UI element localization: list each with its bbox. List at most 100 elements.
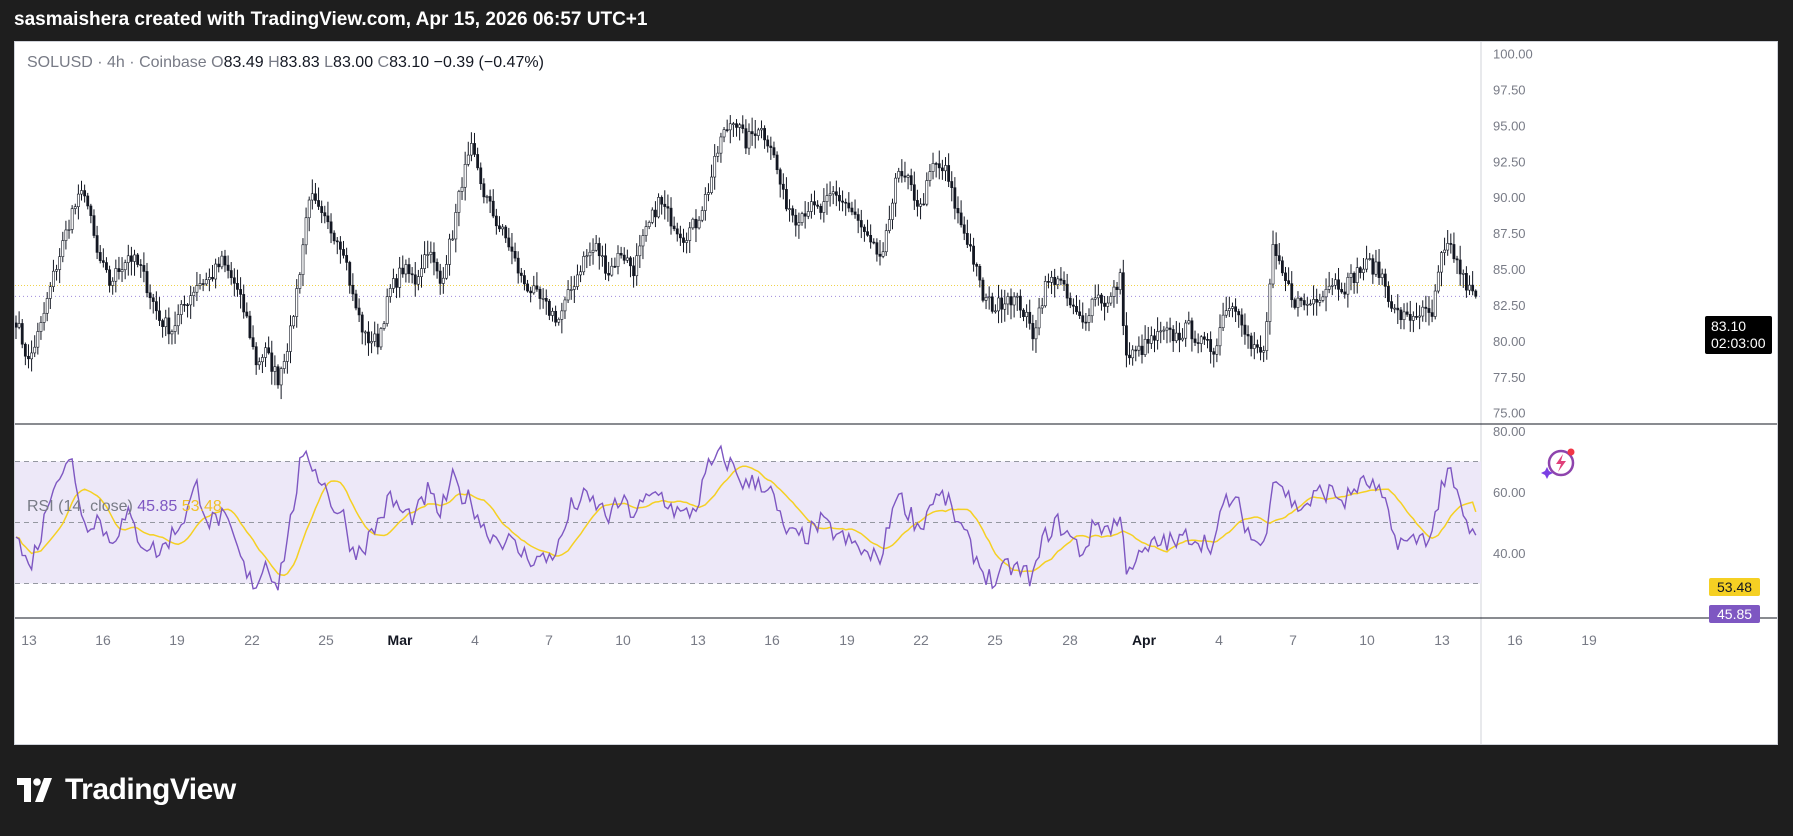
candle-body: [1078, 311, 1082, 316]
candle-body: [1461, 273, 1465, 275]
candle-body: [1393, 307, 1397, 310]
legend-exchange: Coinbase: [139, 54, 207, 71]
candle-body: [154, 301, 158, 312]
candle-body: [869, 234, 873, 243]
candle-body: [597, 243, 601, 257]
candle-body: [463, 164, 467, 188]
candle-body: [1118, 272, 1122, 290]
candle-body: [1071, 304, 1075, 307]
candle-body: [1022, 309, 1025, 317]
candle-body: [217, 263, 221, 268]
candle-body: [1168, 327, 1172, 330]
candle-body: [494, 215, 498, 227]
candle-body: [289, 325, 292, 352]
candle-body: [616, 252, 620, 267]
candle-body: [292, 316, 296, 327]
candle-body: [1056, 278, 1060, 285]
candle-body: [279, 368, 283, 386]
candle-body: [73, 206, 77, 209]
bar-countdown: 02:03:00: [1711, 335, 1766, 351]
candle-body: [629, 257, 632, 267]
candle-body: [1271, 244, 1275, 285]
price-tick-label: 95.00: [1493, 118, 1526, 133]
candle-body: [1421, 306, 1425, 317]
candle-body: [1436, 271, 1440, 292]
candle-body: [1047, 281, 1050, 283]
price-tick-label: 77.50: [1493, 370, 1526, 385]
candle-body: [978, 266, 982, 281]
candle-body: [376, 333, 380, 348]
candle-body: [990, 296, 994, 312]
candle-body: [39, 322, 43, 332]
candle-body: [1125, 325, 1128, 356]
rsi-legend-label[interactable]: RSI (14, close): [27, 498, 133, 515]
candle-body: [420, 268, 423, 277]
candle-body: [167, 317, 171, 335]
candle-body: [254, 346, 258, 366]
candle-body: [395, 278, 398, 288]
candle-body: [232, 277, 236, 284]
chart-canvas[interactable]: 100.00 97.50 95.00 92.50 90.00 87.50 85.00 82.5…: [15, 42, 1778, 745]
candle-body: [111, 280, 115, 286]
time-tick-label: 25: [987, 632, 1003, 648]
candle-body: [1206, 339, 1209, 341]
candle-body: [819, 206, 823, 213]
candle-body: [61, 240, 65, 257]
candle-body: [338, 241, 342, 250]
rsi-value-tag: 45.85: [1709, 605, 1761, 623]
candle-body: [741, 124, 745, 129]
candle-body: [1081, 315, 1085, 323]
candle-body: [201, 283, 205, 285]
candle-body: [585, 255, 589, 258]
candle-body: [95, 235, 99, 253]
candle-body: [117, 268, 121, 272]
price-tick-label: 97.50: [1493, 82, 1526, 97]
candle-body: [800, 213, 804, 223]
candle-body: [469, 143, 473, 156]
candle-body: [1280, 260, 1284, 274]
candle-body: [466, 154, 470, 165]
candle-body: [513, 251, 517, 259]
rsi-legend: RSI (14, close) 45.85 53.48: [27, 498, 222, 516]
candle-body: [80, 190, 83, 195]
candle-body: [1455, 258, 1459, 261]
legend-symbol[interactable]: SOLUSD: [27, 54, 93, 71]
candle-body: [164, 317, 168, 327]
price-tick-label: 85.00: [1493, 262, 1526, 277]
candle-body: [956, 208, 960, 214]
candle-body: [685, 240, 689, 243]
candle-body: [906, 175, 910, 178]
candle-body: [86, 195, 90, 207]
candle-body: [1430, 312, 1434, 317]
candle-body: [1153, 335, 1156, 341]
candle-body: [1199, 336, 1203, 344]
candle-body: [295, 288, 299, 317]
candle-body: [360, 314, 364, 333]
candle-body: [1243, 324, 1247, 335]
candle-body: [223, 255, 227, 266]
candle-body: [1050, 276, 1053, 283]
candle-body: [448, 238, 451, 265]
candle-body: [940, 167, 944, 172]
candle-body: [48, 286, 52, 299]
chart-panel[interactable]: 100.00 97.50 95.00 92.50 90.00 87.50 85.00 82.5…: [14, 41, 1778, 745]
candle-body: [975, 263, 979, 267]
candle-body: [1468, 284, 1471, 291]
candle-body: [1446, 243, 1450, 251]
candle-body: [1418, 315, 1422, 318]
candle-body: [700, 210, 704, 221]
candle-body: [563, 299, 567, 312]
brand-logo[interactable]: TradingView: [17, 773, 236, 807]
candle-body: [270, 352, 274, 372]
candle-body: [1149, 335, 1153, 344]
candle-body: [778, 169, 782, 185]
candle-body: [619, 252, 623, 256]
candle-body: [1012, 296, 1016, 306]
candle-body: [15, 322, 18, 328]
candle-body: [1106, 302, 1110, 307]
candle-body: [1302, 300, 1306, 306]
candle-body: [45, 298, 49, 314]
legend-separator: ·: [97, 54, 108, 71]
candle-body: [526, 283, 529, 292]
candle-body: [554, 310, 558, 323]
